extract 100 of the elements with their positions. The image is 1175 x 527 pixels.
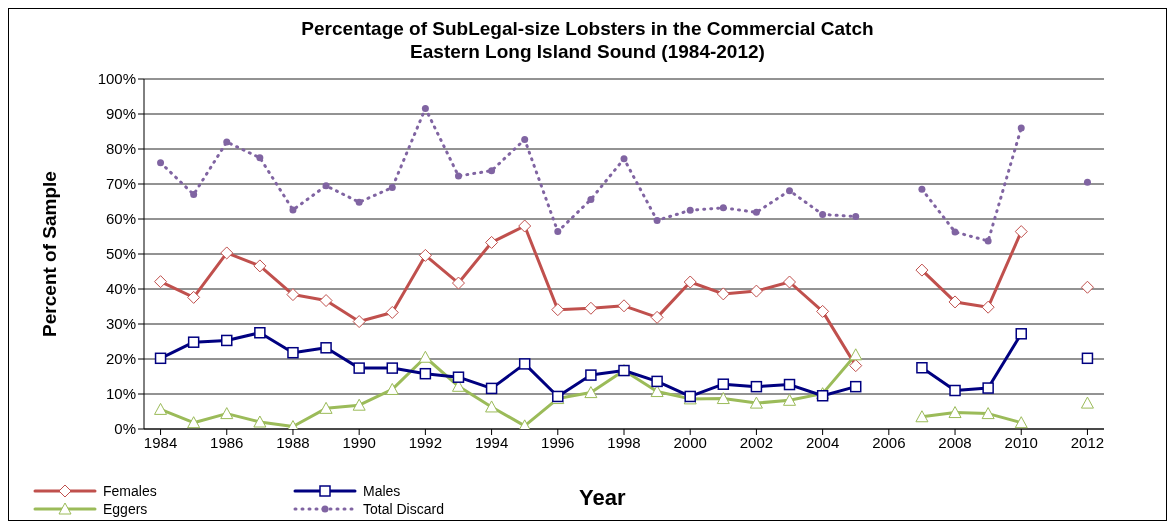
point bbox=[289, 206, 297, 214]
x-tick-label: 1984 bbox=[143, 433, 178, 451]
point bbox=[651, 375, 663, 388]
point bbox=[719, 204, 727, 212]
point bbox=[1080, 280, 1094, 294]
point bbox=[949, 384, 961, 397]
x-tick-label: 2012 bbox=[1070, 433, 1105, 451]
point bbox=[352, 398, 366, 411]
point bbox=[1081, 352, 1094, 365]
point bbox=[254, 327, 266, 339]
point bbox=[256, 154, 264, 162]
point bbox=[190, 191, 198, 198]
point bbox=[1014, 416, 1028, 429]
point bbox=[750, 380, 763, 393]
y-tick-label: 0% bbox=[114, 420, 136, 438]
x-tick-label: 2002 bbox=[739, 433, 774, 451]
point bbox=[951, 228, 959, 236]
point bbox=[287, 346, 299, 359]
point bbox=[220, 407, 234, 420]
point bbox=[849, 348, 863, 361]
point bbox=[485, 235, 499, 249]
chart-subtitle: Eastern Long Island Sound (1984-2012) bbox=[409, 40, 766, 63]
point bbox=[852, 213, 860, 221]
x-tick-label: 2004 bbox=[805, 433, 840, 451]
point bbox=[418, 350, 432, 363]
point bbox=[752, 208, 760, 216]
legend-label: Eggers bbox=[103, 501, 148, 517]
y-tick-label: 100% bbox=[97, 70, 136, 88]
point bbox=[587, 195, 595, 203]
point bbox=[421, 104, 429, 112]
point bbox=[915, 410, 929, 423]
point bbox=[551, 303, 565, 317]
point bbox=[452, 371, 465, 383]
point bbox=[1017, 124, 1025, 132]
point bbox=[819, 210, 827, 218]
point bbox=[585, 369, 597, 381]
point bbox=[385, 382, 399, 395]
point bbox=[650, 385, 664, 398]
point bbox=[786, 187, 794, 195]
point bbox=[620, 155, 628, 163]
point bbox=[716, 392, 730, 405]
point bbox=[253, 259, 267, 273]
y-tick-label: 50% bbox=[105, 245, 136, 263]
point bbox=[488, 167, 496, 175]
point bbox=[1014, 225, 1028, 239]
x-tick-label: 1994 bbox=[474, 433, 509, 451]
point bbox=[749, 284, 763, 298]
point bbox=[521, 136, 529, 144]
y-tick-label: 20% bbox=[105, 350, 136, 368]
y-tick-label: 30% bbox=[105, 315, 136, 333]
y-tick-label: 90% bbox=[105, 105, 136, 123]
point bbox=[717, 378, 730, 390]
point bbox=[617, 299, 631, 313]
point bbox=[154, 275, 168, 289]
point bbox=[485, 382, 498, 395]
point bbox=[683, 275, 697, 289]
point bbox=[187, 290, 201, 304]
point bbox=[320, 342, 332, 354]
point bbox=[1080, 396, 1094, 409]
point bbox=[223, 138, 231, 146]
point bbox=[388, 184, 396, 191]
point bbox=[418, 248, 432, 262]
point bbox=[154, 352, 167, 365]
point bbox=[1083, 178, 1091, 186]
point bbox=[653, 216, 661, 224]
point bbox=[783, 393, 797, 406]
y-tick-label: 40% bbox=[105, 280, 136, 298]
point bbox=[650, 310, 664, 324]
point bbox=[981, 407, 995, 420]
point bbox=[485, 400, 499, 413]
point bbox=[322, 182, 330, 190]
point bbox=[816, 304, 830, 318]
point bbox=[554, 228, 562, 236]
chart-title: Percentage of SubLegal-size Lobsters in the Commercial Catch bbox=[300, 17, 875, 40]
point bbox=[686, 206, 694, 214]
point bbox=[948, 295, 962, 309]
legend-label: Females bbox=[103, 483, 157, 499]
point bbox=[355, 198, 363, 206]
point bbox=[584, 386, 598, 399]
x-tick-label: 1998 bbox=[607, 433, 641, 451]
point bbox=[220, 246, 234, 260]
x-tick-label: 1992 bbox=[408, 433, 443, 451]
point bbox=[849, 359, 863, 373]
point bbox=[849, 380, 862, 393]
point bbox=[385, 305, 399, 319]
point bbox=[981, 300, 995, 314]
point bbox=[187, 336, 200, 348]
x-axis-title: Year bbox=[579, 485, 626, 511]
point bbox=[253, 415, 267, 428]
point bbox=[386, 362, 399, 374]
y-axis-title: Percent of Sample bbox=[38, 171, 60, 337]
point bbox=[154, 402, 168, 415]
point bbox=[783, 378, 796, 391]
point bbox=[518, 358, 531, 370]
y-tick-label: 10% bbox=[105, 385, 136, 403]
y-tick-label: 80% bbox=[105, 140, 136, 158]
x-tick-label: 1996 bbox=[541, 433, 575, 451]
point bbox=[419, 367, 432, 380]
point bbox=[716, 287, 730, 301]
x-tick-label: 2008 bbox=[938, 433, 972, 451]
